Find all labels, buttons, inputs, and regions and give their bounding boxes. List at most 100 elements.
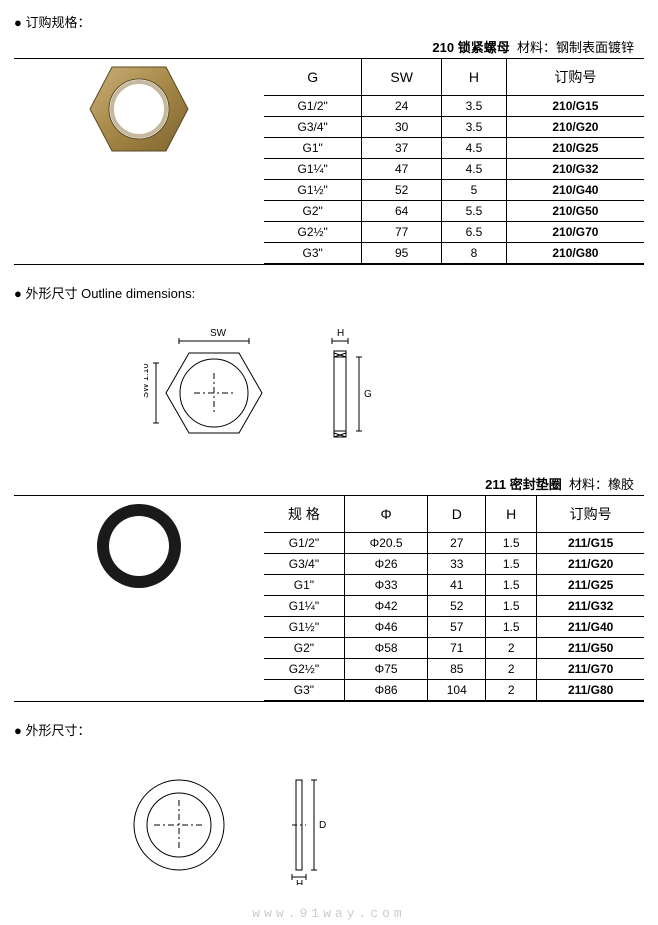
table-cell: G3/4" [264, 117, 362, 138]
table-cell: 211/G80 [537, 680, 644, 701]
table-cell: 95 [362, 243, 442, 264]
table-cell: 4.5 [442, 138, 507, 159]
section1-image-cell [14, 59, 264, 159]
table-cell: 211/G20 [537, 554, 644, 575]
table-cell: 5 [442, 180, 507, 201]
table-cell: 210/G50 [506, 201, 644, 222]
table-cell: G1" [264, 575, 344, 596]
hex-side-diagram: H G [314, 323, 374, 453]
table-cell: 211/G15 [537, 533, 644, 554]
table-cell: 1.5 [486, 554, 537, 575]
section2-dims-title: ● 外形尺寸： [14, 720, 644, 739]
section2-subtitle-bold: 211 密封垫圈 [485, 477, 562, 492]
table-cell: G3" [264, 680, 344, 701]
table-cell: 27 [428, 533, 486, 554]
section2-dims: D H [14, 745, 644, 905]
table-cell: 47 [362, 159, 442, 180]
table-cell: 1.5 [486, 533, 537, 554]
divider [14, 701, 644, 702]
table-cell: Φ46 [344, 617, 427, 638]
table-cell: 1.5 [486, 617, 537, 638]
table-cell: G1/2" [264, 533, 344, 554]
table-row: G1¼"Φ42521.5211/G32 [264, 596, 644, 617]
section2-subtitle: 211 密封垫圈 材料：橡胶 [14, 474, 644, 493]
table-cell: 37 [362, 138, 442, 159]
table-cell: Φ86 [344, 680, 427, 701]
table-row: G2½"Φ75852211/G70 [264, 659, 644, 680]
section2-image-cell [14, 496, 264, 596]
spec-table-2: 规 格ΦDH订购号G1/2"Φ20.5271.5211/G15G3/4"Φ263… [264, 496, 644, 701]
table-row: G3/4"Φ26331.5211/G20 [264, 554, 644, 575]
table-cell: 64 [362, 201, 442, 222]
table-cell: 1.5 [486, 596, 537, 617]
table-header: H [486, 496, 537, 533]
table-cell: 211/G40 [537, 617, 644, 638]
dim-label-d2: D [319, 820, 326, 831]
table-cell: 210/G15 [506, 96, 644, 117]
table-cell: G1¼" [264, 596, 344, 617]
table-cell: 77 [362, 222, 442, 243]
table-cell: 1.5 [486, 575, 537, 596]
table-row: G1"Φ33411.5211/G25 [264, 575, 644, 596]
table-row: G1½"Φ46571.5211/G40 [264, 617, 644, 638]
table-cell: 211/G25 [537, 575, 644, 596]
table-row: G3"Φ861042211/G80 [264, 680, 644, 701]
table-cell: 2 [486, 638, 537, 659]
table-header: D [428, 496, 486, 533]
table-cell: 210/G80 [506, 243, 644, 264]
table-row: G1¼"474.5210/G32 [264, 159, 644, 180]
ring-photo [89, 496, 189, 596]
catalog-page: ● 订购规格： 210 锁紧螺母 材料：钢制表面镀锌 GSWH订购号G1/2 [0, 0, 658, 925]
spec-table-1: GSWH订购号G1/2"243.5210/G15G3/4"303.5210/G2… [264, 59, 644, 264]
table-cell: G1½" [264, 180, 362, 201]
section2-subtitle-rest: 材料：橡胶 [569, 477, 634, 492]
table-cell: 30 [362, 117, 442, 138]
table-cell: 211/G32 [537, 596, 644, 617]
table-cell: 210/G40 [506, 180, 644, 201]
table-row: G2½"776.5210/G70 [264, 222, 644, 243]
dim-label-sw: SW [210, 328, 227, 339]
table-cell: 210/G70 [506, 222, 644, 243]
section2-block: 规 格ΦDH订购号G1/2"Φ20.5271.5211/G15G3/4"Φ263… [14, 496, 644, 701]
table-cell: 52 [428, 596, 486, 617]
table-header: G [264, 59, 362, 96]
table-cell: 104 [428, 680, 486, 701]
table-cell: 57 [428, 617, 486, 638]
ring-side-diagram: D H [274, 765, 344, 885]
table-cell: Φ42 [344, 596, 427, 617]
hex-outline-diagram: SW SW 1:10 [144, 323, 284, 453]
table-cell: G1/2" [264, 96, 362, 117]
table-cell: 6.5 [442, 222, 507, 243]
ring-outline-diagram [114, 765, 244, 885]
table-row: G1/2"Φ20.5271.5211/G15 [264, 533, 644, 554]
table-cell: 8 [442, 243, 507, 264]
section1-title: ● 订购规格： [14, 12, 644, 31]
table-cell: 210/G20 [506, 117, 644, 138]
section1-subtitle-bold: 210 锁紧螺母 [432, 40, 509, 55]
section1-subtitle: 210 锁紧螺母 材料：钢制表面镀锌 [14, 37, 644, 56]
dim-label-h2: H [296, 879, 303, 885]
table-row: G1"374.5210/G25 [264, 138, 644, 159]
table-header: H [442, 59, 507, 96]
table-cell: 5.5 [442, 201, 507, 222]
table-cell: G2" [264, 638, 344, 659]
table-row: G3/4"303.5210/G20 [264, 117, 644, 138]
dim-label-g: G [364, 389, 372, 400]
table-cell: Φ20.5 [344, 533, 427, 554]
table-cell: 211/G50 [537, 638, 644, 659]
table-row: G1/2"243.5210/G15 [264, 96, 644, 117]
table-cell: 4.5 [442, 159, 507, 180]
table-header: 订购号 [506, 59, 644, 96]
table-cell: G2½" [264, 659, 344, 680]
hex-nut-photo [84, 59, 194, 159]
table-cell: 211/G70 [537, 659, 644, 680]
table-row: G1½"525210/G40 [264, 180, 644, 201]
section2-table-cell: 规 格ΦDH订购号G1/2"Φ20.5271.5211/G15G3/4"Φ263… [264, 496, 644, 701]
table-cell: 3.5 [442, 96, 507, 117]
divider [14, 264, 644, 265]
table-cell: 2 [486, 659, 537, 680]
section1-subtitle-rest: 材料：钢制表面镀锌 [517, 40, 634, 55]
table-cell: G2" [264, 201, 362, 222]
table-row: G3"958210/G80 [264, 243, 644, 264]
table-cell: 41 [428, 575, 486, 596]
